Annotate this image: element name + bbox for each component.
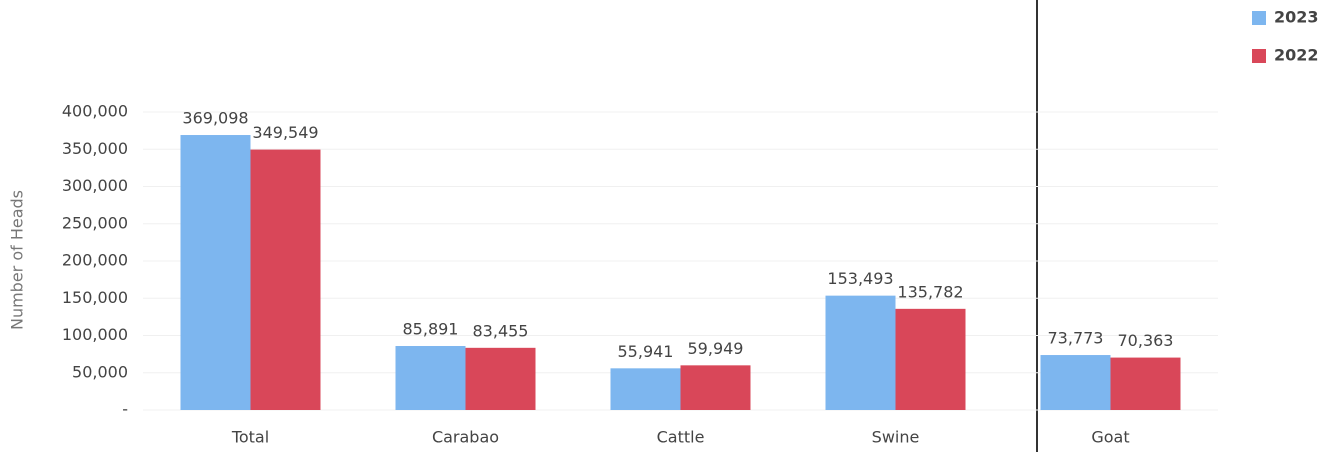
value-label: 153,493: [827, 269, 893, 288]
bar: [610, 368, 681, 410]
value-label: 70,363: [1118, 331, 1174, 350]
y-tick-label: 300,000: [62, 176, 128, 195]
legend-swatch: [1252, 49, 1266, 63]
bar: [250, 149, 321, 410]
y-tick-label: 50,000: [72, 362, 128, 381]
legend-label: 2023: [1274, 8, 1319, 27]
y-tick-label: 400,000: [62, 102, 128, 121]
bar: [180, 135, 251, 411]
value-label: 59,949: [688, 339, 744, 358]
bar: [895, 308, 966, 410]
legend-swatch: [1252, 11, 1266, 25]
x-tick-label: Carabao: [432, 428, 499, 447]
value-label: 135,782: [897, 282, 963, 301]
y-tick-label: 100,000: [62, 325, 128, 344]
bar: [465, 347, 536, 410]
y-tick-label: 200,000: [62, 251, 128, 270]
bar: [1110, 357, 1181, 410]
bar: [395, 346, 466, 410]
bar: [1040, 355, 1111, 410]
bar: [825, 295, 896, 410]
x-tick-label: Goat: [1091, 428, 1129, 447]
x-tick-label: Total: [231, 428, 269, 447]
bar: [680, 365, 751, 410]
legend-label: 2022: [1274, 46, 1319, 65]
value-label: 55,941: [618, 342, 674, 361]
y-axis-label: Number of Heads: [8, 190, 27, 330]
x-tick-label: Swine: [872, 428, 920, 447]
value-label: 85,891: [403, 320, 459, 339]
y-tick-label: 350,000: [62, 139, 128, 158]
y-tick-label: 250,000: [62, 213, 128, 232]
value-label: 83,455: [473, 321, 529, 340]
value-label: 73,773: [1048, 329, 1104, 348]
x-tick-label: Cattle: [657, 428, 705, 447]
value-label: 369,098: [182, 109, 248, 128]
y-tick-label: -: [122, 400, 128, 419]
value-label: 349,549: [252, 123, 318, 142]
y-tick-label: 150,000: [62, 288, 128, 307]
